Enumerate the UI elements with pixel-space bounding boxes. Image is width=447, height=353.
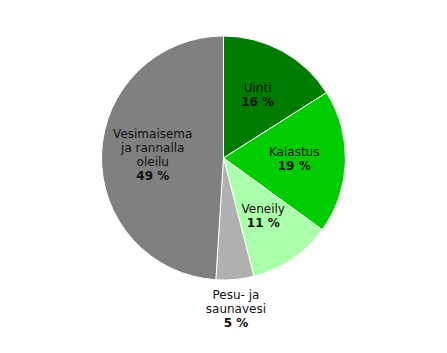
slice-label: Kalastus19 % — [269, 145, 320, 173]
slice-value: 19 % — [278, 159, 311, 173]
slice-label: Pesu- jasaunavesi5 % — [206, 288, 266, 330]
chart: Uinti16 % Kalastus19 % Veneily11 % Pesu- ja… — [0, 0, 447, 353]
slices — [102, 36, 346, 280]
slice-category: Uinti — [244, 81, 272, 95]
slice-value: 49 % — [136, 169, 169, 183]
slice-label: Veneily11 % — [242, 202, 285, 230]
slice-category: saunavesi — [206, 302, 266, 316]
chart-container: Uinti16 % Kalastus19 % Veneily11 % Pesu- ja… — [0, 0, 447, 353]
slice-category: ja rannalla — [120, 141, 184, 155]
slice-label: Vesimaisemaja rannallaoleilu49 % — [113, 127, 192, 183]
slice-label: Uinti16 % — [241, 81, 274, 109]
slice-value: 5 % — [224, 316, 249, 330]
slice-category: Pesu- ja — [212, 288, 259, 302]
pie-slice — [102, 36, 224, 280]
pie-slice — [224, 93, 346, 230]
slice-category: Kalastus — [269, 145, 320, 159]
labels: Uinti16 % Kalastus19 % Veneily11 % Pesu- ja… — [113, 81, 319, 330]
slice-category: Vesimaisema — [113, 127, 192, 141]
slice-category: Veneily — [242, 202, 285, 216]
slice-value: 16 % — [241, 95, 274, 109]
slice-category: oleilu — [137, 155, 169, 169]
slice-value: 11 % — [247, 216, 280, 230]
